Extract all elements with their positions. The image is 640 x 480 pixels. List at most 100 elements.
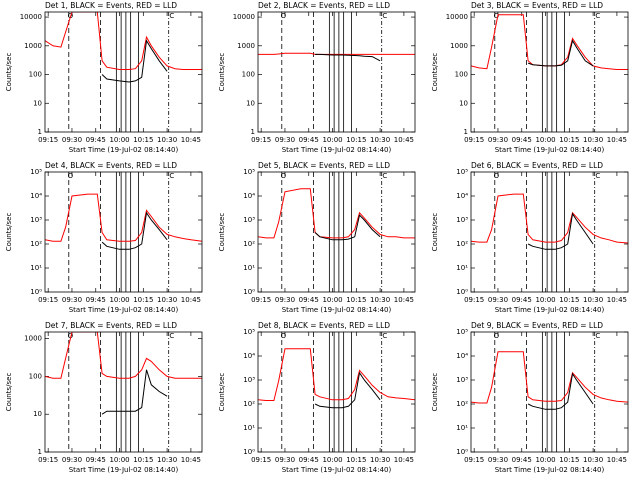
- y-axis-label: Counts/sec: [431, 373, 439, 412]
- series-line: [258, 348, 415, 401]
- x-tick-label: 09:30: [275, 296, 295, 304]
- y-tick-label: 10000: [20, 13, 42, 21]
- y-tick-label: 100: [29, 372, 42, 380]
- annotation: O: [494, 172, 500, 180]
- x-tick-label: 10:00: [109, 136, 129, 144]
- x-axis-label: Start Time (19-Jul-02 08:14:40): [495, 306, 605, 314]
- y-axis-label: Counts/sec: [431, 53, 439, 92]
- y-tick-label: 10⁴: [30, 192, 42, 200]
- x-tick-label: 09:15: [251, 296, 271, 304]
- x-tick-label: 10:30: [370, 136, 390, 144]
- x-tick-label: 09:30: [488, 296, 508, 304]
- x-tick-label: 10:30: [157, 456, 177, 464]
- y-tick-label: 10¹: [456, 264, 468, 272]
- plot-frame: [257, 171, 416, 293]
- series-line: [101, 369, 168, 415]
- x-axis-label: Start Time (19-Jul-02 08:14:40): [282, 306, 392, 314]
- x-tick-label: 09:15: [38, 136, 58, 144]
- y-tick-label: 10³: [243, 216, 255, 224]
- x-tick-label: 10:45: [394, 136, 414, 144]
- y-tick-label: 10³: [456, 216, 468, 224]
- y-tick-label: 1: [251, 128, 255, 136]
- x-tick-label: 09:30: [275, 136, 295, 144]
- x-tick-label: 10:15: [133, 136, 153, 144]
- y-tick-label: 10⁰: [30, 288, 42, 296]
- x-tick-label: 10:15: [346, 456, 366, 464]
- series-line: [527, 212, 594, 250]
- y-tick-label: 1000: [24, 335, 42, 343]
- y-tick-label: 100: [29, 71, 42, 79]
- x-tick-label: 09:45: [299, 456, 319, 464]
- x-tick-label: 10:45: [607, 296, 627, 304]
- y-tick-label: 10⁴: [243, 352, 255, 360]
- x-tick-label: 10:30: [583, 296, 603, 304]
- x-tick-label: 10:00: [535, 296, 555, 304]
- x-tick-label: 10:30: [370, 296, 390, 304]
- annotation: C: [169, 12, 174, 20]
- y-tick-label: 10⁵: [243, 328, 255, 336]
- x-tick-label: 10:15: [559, 136, 579, 144]
- y-axis-label: Counts/sec: [5, 213, 13, 252]
- x-tick-label: 10:45: [607, 136, 627, 144]
- annotation: O: [281, 12, 287, 20]
- x-axis-label: Start Time (19-Jul-02 08:14:40): [69, 306, 179, 314]
- y-tick-label: 10¹: [243, 424, 255, 432]
- y-tick-label: 10000: [446, 13, 468, 21]
- y-tick-label: 10: [246, 99, 255, 107]
- y-axis-label: Counts/sec: [218, 213, 226, 252]
- series-line: [471, 193, 628, 244]
- series-line: [527, 39, 594, 67]
- y-tick-label: 10¹: [456, 424, 468, 432]
- series-line: [471, 351, 628, 404]
- annotation: C: [595, 332, 600, 340]
- series-line: [314, 214, 381, 241]
- y-tick-label: 10⁵: [30, 168, 42, 176]
- chart-title: Det 8, BLACK = Events, RED = LLD: [258, 321, 390, 330]
- x-axis-label: Start Time (19-Jul-02 08:14:40): [282, 466, 392, 474]
- chart-title: Det 9, BLACK = Events, RED = LLD: [471, 321, 603, 330]
- chart-title: Det 1, BLACK = Events, RED = LLD: [45, 1, 177, 10]
- y-tick-label: 10³: [456, 376, 468, 384]
- y-tick-label: 10: [33, 410, 42, 418]
- y-tick-label: 10²: [243, 240, 255, 248]
- x-tick-label: 10:30: [157, 296, 177, 304]
- x-tick-label: 10:45: [607, 456, 627, 464]
- y-tick-label: 10: [33, 99, 42, 107]
- x-axis-label: Start Time (19-Jul-02 08:14:40): [69, 466, 179, 474]
- annotation: O: [68, 172, 74, 180]
- x-tick-label: 09:30: [488, 456, 508, 464]
- y-tick-label: 1000: [237, 42, 255, 50]
- plot-frame: [44, 331, 203, 453]
- y-tick-label: 10²: [456, 240, 468, 248]
- x-tick-label: 10:30: [370, 456, 390, 464]
- x-tick-label: 09:45: [86, 296, 106, 304]
- y-axis-label: Counts/sec: [5, 53, 13, 92]
- annotation: O: [281, 332, 287, 340]
- x-axis-label: Start Time (19-Jul-02 08:14:40): [495, 466, 605, 474]
- y-tick-label: 1: [38, 128, 42, 136]
- x-tick-label: 10:15: [133, 456, 153, 464]
- x-tick-label: 09:15: [464, 296, 484, 304]
- chart-title: Det 6, BLACK = Events, RED = LLD: [471, 161, 603, 170]
- annotation: C: [169, 332, 174, 340]
- y-axis-label: Counts/sec: [5, 373, 13, 412]
- x-tick-label: 09:30: [275, 456, 295, 464]
- y-tick-label: 10³: [30, 216, 42, 224]
- x-tick-label: 09:30: [62, 456, 82, 464]
- series-line: [101, 211, 168, 250]
- plot-frame: [257, 11, 416, 133]
- x-axis-label: Start Time (19-Jul-02 08:14:40): [282, 146, 392, 154]
- y-tick-label: 1000: [450, 42, 468, 50]
- y-tick-label: 10²: [30, 240, 42, 248]
- series-line: [315, 53, 381, 62]
- y-tick-label: 10¹: [30, 264, 42, 272]
- x-tick-label: 09:30: [488, 136, 508, 144]
- plot-frame: [257, 331, 416, 453]
- y-tick-label: 10¹: [243, 264, 255, 272]
- x-tick-label: 10:45: [181, 136, 201, 144]
- y-tick-label: 10⁴: [456, 192, 468, 200]
- x-tick-label: 09:45: [512, 456, 532, 464]
- x-tick-label: 09:30: [62, 136, 82, 144]
- y-tick-label: 100: [455, 71, 468, 79]
